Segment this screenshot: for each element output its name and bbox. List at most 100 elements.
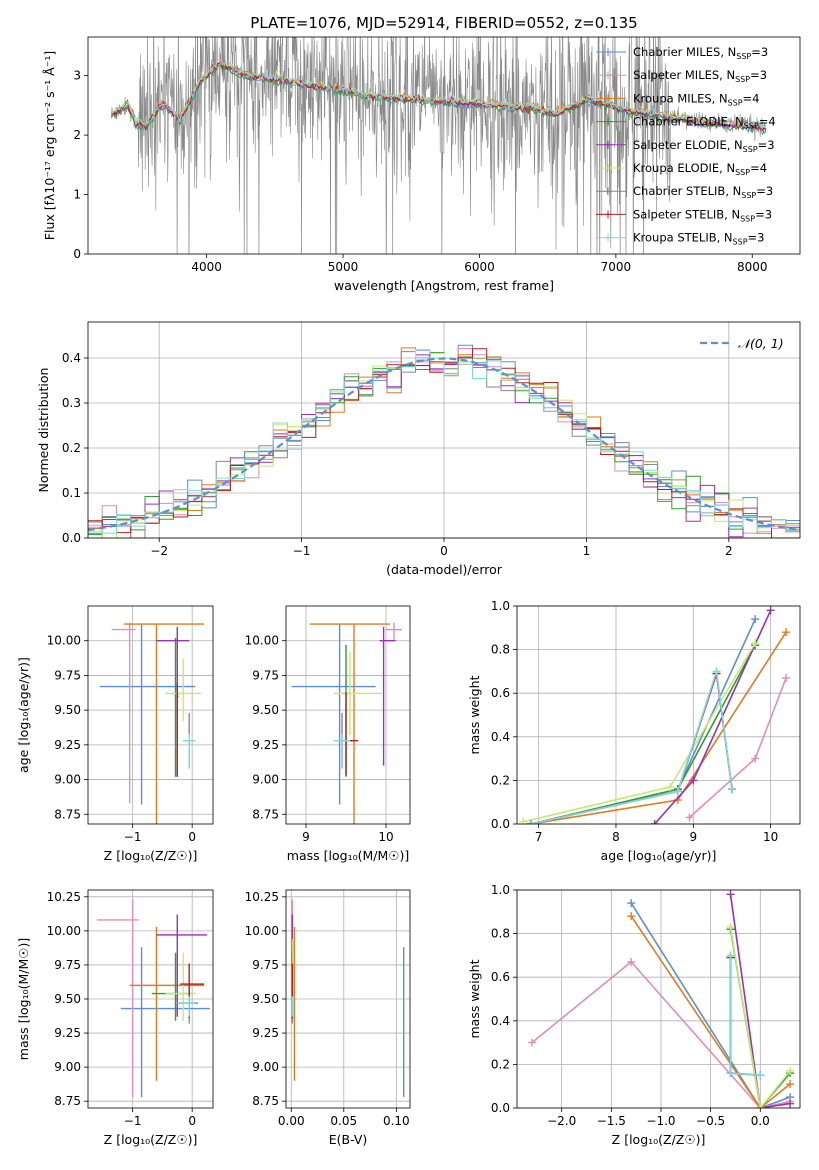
errorbar-chabrier_elodie <box>151 952 194 1021</box>
axes: −2.0 −1.5 −1.0 −0.5 0.0 0.0 0.2 0.4 0.6 0.8 1.0 Z [… <box>467 883 801 1147</box>
x-tick-label: 5000 <box>328 260 359 274</box>
x-axis-label: (data-model)/error <box>386 562 503 577</box>
normal-curve <box>88 357 800 532</box>
series-chabrier_miles <box>526 615 760 824</box>
series-point <box>689 776 698 785</box>
plot-area <box>99 622 205 824</box>
y-tick-label: 0.2 <box>62 441 81 455</box>
x-axis-label: E(B-V) <box>329 1132 368 1147</box>
panel-age_vs_mass: 9 10 8.75 9.00 9.25 9.50 9.75 10.00 mass [log₁₀(… <box>245 605 411 863</box>
series-point <box>673 787 682 796</box>
y-tick-label: 1 <box>73 188 81 202</box>
y-tick-label: 0.0 <box>491 817 510 831</box>
series-point <box>782 673 791 682</box>
axes-frame <box>285 605 411 825</box>
errorbar-salpeter_elodie <box>156 626 190 777</box>
legend-marker <box>604 71 612 80</box>
legend-marker <box>604 94 612 103</box>
x-axis-label: mass [log₁₀(M/M☉)] <box>287 848 409 863</box>
series-point <box>726 923 735 932</box>
y-tick-label: 9.25 <box>54 1026 81 1040</box>
errorbar-chabrier_miles <box>291 624 376 805</box>
legend-marker <box>604 140 612 149</box>
legend-marker <box>604 210 612 219</box>
series-salpeter_elodie <box>650 606 775 824</box>
series-kroupa_elodie <box>519 639 760 824</box>
y-tick-label: 2 <box>73 128 81 142</box>
y-tick-label: 0.8 <box>491 927 510 941</box>
x-tick-label: 4000 <box>191 260 222 274</box>
series-point <box>526 820 535 824</box>
y-tick-label: 0.6 <box>491 686 510 700</box>
x-tick-label: 2 <box>725 544 733 558</box>
errorbar-kroupa_miles <box>129 926 205 1081</box>
axes-frame <box>516 889 801 1109</box>
errorbar-chabrier_miles <box>99 624 196 805</box>
y-tick-label: 9.75 <box>54 958 81 972</box>
y-tick-label: 10.25 <box>47 890 81 904</box>
x-axis-label: Z [log₁₀(Z/Z☉)] <box>104 1132 198 1147</box>
y-tick-label: 9.25 <box>54 738 81 752</box>
axes-frame <box>516 605 801 825</box>
series-point <box>650 820 659 824</box>
axes: 0.00 0.05 0.10 8.75 9.00 9.25 9.50 9.75 10.00 10.… <box>245 889 411 1147</box>
x-axis-label: Z [log₁₀(Z/Z☉)] <box>104 848 198 863</box>
axes: 9 10 8.75 9.00 9.25 9.50 9.75 10.00 mass [log₁₀(… <box>245 605 411 863</box>
y-axis-label: mass weight <box>467 959 482 1038</box>
y-tick-label: 10.25 <box>245 890 279 904</box>
legend-label-kroupa_stelib: Kroupa STELIB, NSSP=3 <box>633 231 764 247</box>
x-tick-label: 8000 <box>737 260 768 274</box>
series-line <box>688 677 787 819</box>
errorbar-salpeter_elodie <box>156 914 208 1017</box>
y-tick-label: 10.00 <box>47 634 81 648</box>
series-point <box>751 615 760 624</box>
series-line <box>531 960 791 1108</box>
y-tick-label: 8.75 <box>252 1094 279 1108</box>
series-point <box>756 1104 765 1108</box>
legend-label-salpeter_elodie: Salpeter ELODIE, NSSP=3 <box>633 138 775 154</box>
axes: −1 0 8.75 9.00 9.25 9.50 9.75 10.00 10.25 Z [log₁… <box>16 889 214 1147</box>
legend-label-kroupa_miles: Kroupa MILES, NSSP=4 <box>633 91 759 107</box>
series-point <box>712 667 721 676</box>
legend-label-chabrier_stelib: Chabrier STELIB, NSSP=3 <box>633 184 773 200</box>
y-axis-label: mass weight <box>467 675 482 754</box>
series-point <box>782 628 791 637</box>
x-tick-label: 7 <box>535 830 543 844</box>
x-tick-label: 0 <box>440 544 448 558</box>
y-axis-label: mass [log₁₀(M/M☉)] <box>16 938 31 1060</box>
series-line <box>630 915 791 1108</box>
y-axis-label: age [log₁₀(age/yr)] <box>16 657 31 773</box>
y-tick-label: 9.00 <box>252 1060 279 1074</box>
y-tick-label: 0.8 <box>491 643 510 657</box>
errorbar-kroupa_miles <box>310 623 390 824</box>
series-line <box>523 642 756 823</box>
series-kroupa_stelib <box>726 951 765 1080</box>
x-tick-label: 6000 <box>464 260 495 274</box>
axes: −2 −1 0 1 2 0.0 0.1 0.2 0.3 0.4 (data-model)/error… <box>36 321 801 577</box>
x-tick-label: 0.05 <box>330 1114 357 1128</box>
axes-frame <box>87 36 801 255</box>
errorbar-salpeter_elodie <box>379 626 396 766</box>
series-point <box>727 785 736 794</box>
y-tick-label: 9.50 <box>252 703 279 717</box>
y-tick-label: 8.75 <box>252 807 279 821</box>
axes-frame <box>87 605 214 825</box>
legend-marker <box>604 48 612 56</box>
series-salpeter_miles <box>685 673 791 822</box>
x-tick-label: 9 <box>689 830 697 844</box>
y-tick-label: 0.0 <box>62 531 81 545</box>
y-tick-label: 9.50 <box>54 703 81 717</box>
x-tick-label: 8 <box>612 830 620 844</box>
axes: 4000 5000 6000 7000 8000 0 1 2 3 wavelength [Angs… <box>42 36 801 293</box>
panel-spectrum: 4000 5000 6000 7000 8000 0 1 2 3 wavelength [Angs… <box>42 36 801 293</box>
series-line <box>530 671 733 824</box>
grid <box>88 606 213 824</box>
axes: −1 0 8.75 9.00 9.25 9.50 9.75 10.00 Z [log₁₀(Z/Z… <box>16 605 214 863</box>
plot-area <box>527 890 795 1108</box>
series-point <box>751 639 760 648</box>
x-tick-label: −1 <box>124 1114 142 1128</box>
series-point <box>786 1080 795 1089</box>
errorbar-salpeter_miles <box>386 622 402 641</box>
y-tick-label: 9.50 <box>54 992 81 1006</box>
